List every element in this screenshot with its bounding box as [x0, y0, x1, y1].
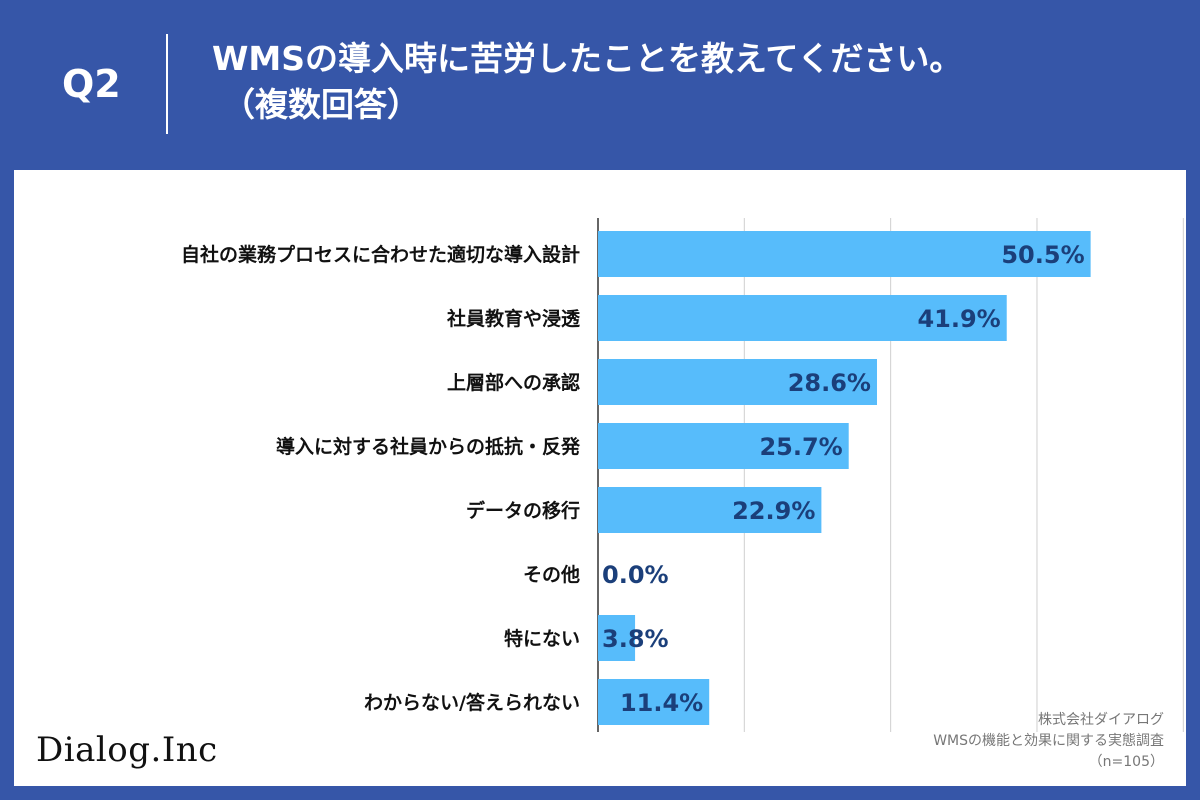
bar [598, 295, 1007, 341]
bars [598, 231, 1091, 725]
category-label: 導入に対する社員からの抵抗・反発 [276, 435, 581, 458]
category-label: 社員教育や浸透 [446, 307, 581, 330]
bar [598, 615, 636, 661]
category-label: 上層部への承認 [447, 371, 580, 394]
source-note: 株式会社ダイアログ WMSの機能と効果に関する実態調査 （n=105） [933, 710, 1164, 773]
value-label: 28.6% [788, 369, 871, 397]
source-survey: WMSの機能と効果に関する実態調査 [933, 733, 1164, 749]
company-logo: Dialog.Inc [36, 730, 218, 770]
bar [598, 679, 710, 725]
category-label: 自社の業務プロセスに合わせた適切な導入設計 [181, 243, 580, 266]
bar [598, 487, 822, 533]
title-line-1: WMSの導入時に苦労したことを教えてください。 [212, 39, 963, 78]
value-label: 50.5% [1001, 241, 1084, 269]
title-line-2: （複数回答） [222, 85, 420, 124]
category-label: 特にない [504, 628, 580, 650]
header-divider [166, 34, 168, 134]
category-labels: 自社の業務プロセスに合わせた適切な導入設計社員教育や浸透上層部への承認導入に対す… [181, 243, 581, 714]
category-label: わからない/答えられない [364, 691, 580, 714]
value-label: 0.0% [602, 561, 669, 589]
value-label: 25.7% [759, 433, 842, 461]
value-labels: 50.5% 41.9% 28.6% 25.7% 22.9% 0.0% 3.8% 11.4% [602, 241, 1085, 717]
category-label: データの移行 [466, 499, 580, 522]
question-number: Q2 [62, 62, 121, 106]
value-label: 22.9% [732, 497, 815, 525]
header: Q2 WMSの導入時に苦労したことを教えてください。 （複数回答） [0, 0, 1200, 170]
source-sample: （n=105） [1088, 754, 1164, 770]
value-label: 11.4% [620, 689, 703, 717]
value-label: 41.9% [917, 305, 1000, 333]
value-label: 3.8% [602, 625, 669, 653]
category-label: その他 [523, 563, 580, 586]
page-title: WMSの導入時に苦労したことを教えてください。 （複数回答） [212, 36, 962, 128]
source-company: 株式会社ダイアログ [1038, 712, 1164, 728]
bar [598, 423, 849, 469]
bar [598, 359, 877, 405]
bar [598, 231, 1091, 277]
